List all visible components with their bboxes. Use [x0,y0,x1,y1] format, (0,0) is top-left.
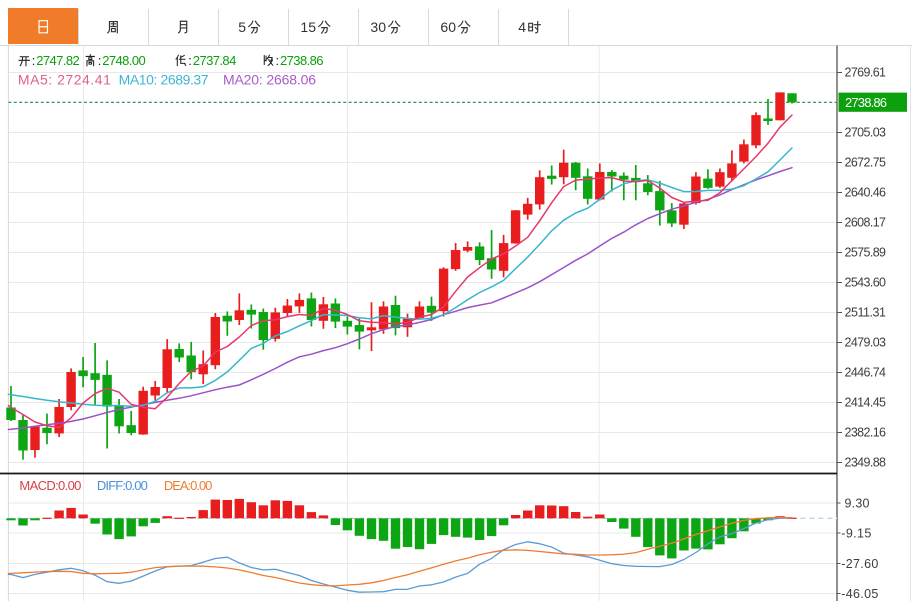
svg-text:5: 5 [238,19,246,35]
svg-text:2479.03: 2479.03 [845,336,887,350]
svg-text::: : [188,53,192,68]
svg-text:2446.74: 2446.74 [845,366,887,380]
svg-text:2705.03: 2705.03 [845,126,887,140]
svg-text:DIFF:0.00: DIFF:0.00 [97,478,148,493]
svg-text:2543.60: 2543.60 [845,276,887,290]
svg-text:2640.46: 2640.46 [845,186,887,200]
svg-text:9.30: 9.30 [845,497,870,511]
svg-text:2575.89: 2575.89 [845,246,887,260]
svg-text:DEA:0.00: DEA:0.00 [164,478,213,493]
svg-text:MA10: 2689.37: MA10: 2689.37 [119,71,209,87]
svg-text:60: 60 [440,19,456,35]
svg-text:2349.88: 2349.88 [845,456,887,470]
svg-text:MACD:0.00: MACD:0.00 [19,478,81,493]
svg-text::: : [98,53,102,68]
svg-text:MA20: 2668.06: MA20: 2668.06 [223,71,316,87]
svg-text:15: 15 [300,19,316,35]
svg-text:2769.61: 2769.61 [845,66,887,80]
svg-text:2414.45: 2414.45 [845,396,887,410]
svg-text::: : [32,53,36,68]
svg-text:MA5: 2724.41: MA5: 2724.41 [18,71,111,87]
svg-text:2738.86: 2738.86 [280,53,324,68]
svg-text:2738.86: 2738.86 [845,95,887,110]
svg-text:-27.60: -27.60 [841,557,878,571]
svg-text:-46.05: -46.05 [841,587,878,601]
svg-text:2382.16: 2382.16 [845,426,887,440]
svg-text:2511.31: 2511.31 [845,306,887,320]
svg-text:2747.82: 2747.82 [36,53,79,68]
svg-text:30: 30 [370,19,386,35]
svg-text::: : [276,53,280,68]
svg-text:2737.84: 2737.84 [193,53,237,68]
svg-text:2748.00: 2748.00 [102,53,146,68]
svg-text:2672.75: 2672.75 [845,156,887,170]
svg-text:4: 4 [518,19,526,35]
svg-text:-9.15: -9.15 [841,527,871,541]
svg-text:2608.17: 2608.17 [845,216,887,230]
